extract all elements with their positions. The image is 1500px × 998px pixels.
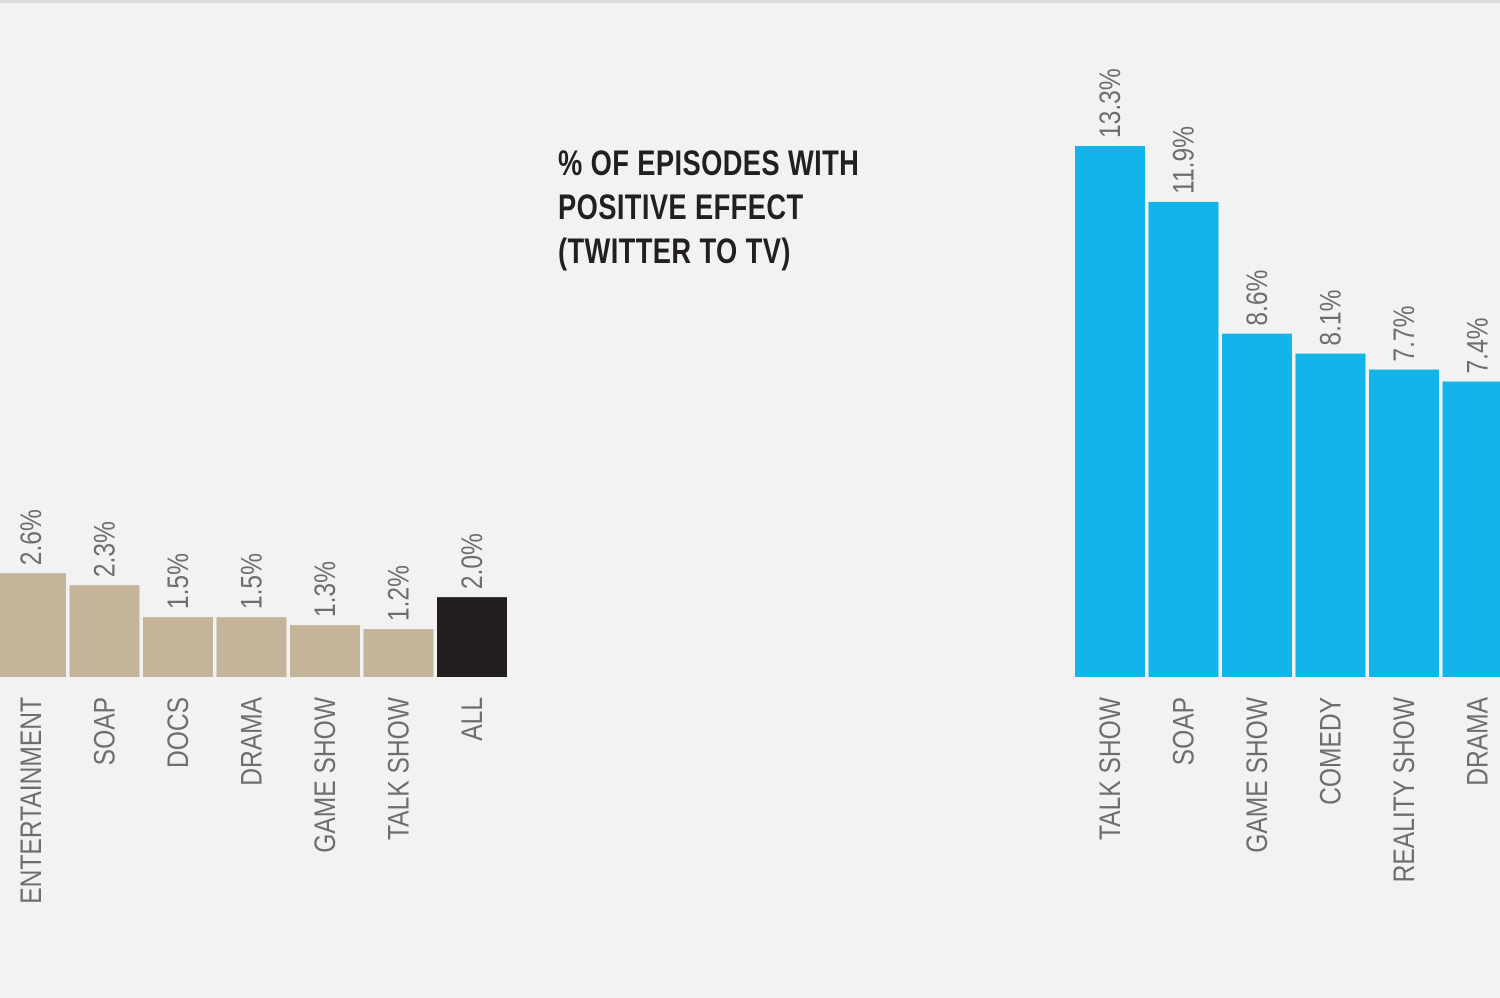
annotation-line-3: (TWITTER TO TV) bbox=[558, 232, 791, 271]
bar-1-5 bbox=[290, 625, 360, 677]
value-label-2-1: 13.3% bbox=[1093, 68, 1127, 138]
category-label-1-1: ENTERTAINMENT bbox=[14, 697, 48, 904]
value-label-2-2: 11.9% bbox=[1166, 126, 1200, 194]
value-label-1-7: 2.0% bbox=[455, 533, 489, 589]
category-label-1-6: TALK SHOW bbox=[381, 697, 415, 840]
bar-2-6 bbox=[1442, 381, 1500, 677]
category-label-2-2: SOAP bbox=[1166, 697, 1200, 765]
bar-1-3 bbox=[143, 617, 213, 677]
category-label-2-6: DRAMA bbox=[1460, 696, 1494, 785]
right-bar-chart: 13.3% TALK SHOW 11.9% SOAP 8.6% GAME SHOW 8.1%… bbox=[1075, 68, 1500, 882]
bar-2-4 bbox=[1295, 353, 1366, 677]
value-label-1-6: 1.2% bbox=[381, 565, 415, 621]
value-label-1-1: 2.6% bbox=[14, 509, 48, 565]
category-label-2-4: COMEDY bbox=[1313, 697, 1347, 805]
left-bar-chart: 2.6% ENTERTAINMENT 2.3% SOAP 1.5% DOCS 1.5% DRA… bbox=[0, 509, 507, 904]
bar-1-4 bbox=[216, 617, 287, 677]
top-border bbox=[0, 0, 1500, 3]
bar-2-3 bbox=[1222, 333, 1292, 677]
category-label-1-2: SOAP bbox=[87, 697, 121, 765]
annotation-line-1: % OF EPISODES WITH bbox=[558, 144, 860, 183]
bar-2-2 bbox=[1148, 201, 1219, 678]
category-label-1-5: GAME SHOW bbox=[308, 697, 342, 853]
value-label-2-6: 7.4% bbox=[1460, 317, 1494, 373]
bar-1-1 bbox=[0, 573, 66, 677]
category-label-2-5: REALITY SHOW bbox=[1387, 697, 1421, 882]
value-label-1-4: 1.5% bbox=[234, 553, 268, 609]
category-label-2-3: GAME SHOW bbox=[1240, 697, 1274, 853]
value-label-1-5: 1.3% bbox=[308, 561, 342, 617]
value-label-2-5: 7.7% bbox=[1387, 306, 1421, 362]
bar-1-7 bbox=[437, 597, 507, 677]
category-label-1-3: DOCS bbox=[161, 697, 195, 768]
bar-1-6 bbox=[363, 629, 434, 677]
annotation-line-2: POSITIVE EFFECT bbox=[558, 188, 804, 227]
value-label-2-4: 8.1% bbox=[1313, 290, 1347, 346]
bar-1-2 bbox=[69, 585, 140, 677]
category-label-2-1: TALK SHOW bbox=[1093, 697, 1127, 840]
bar-2-5 bbox=[1369, 369, 1439, 677]
value-label-2-3: 8.6% bbox=[1240, 270, 1274, 326]
category-label-1-7: ALL bbox=[455, 697, 489, 741]
category-label-1-4: DRAMA bbox=[234, 696, 268, 785]
chart-annotation: % OF EPISODES WITH POSITIVE EFFECT (TWIT… bbox=[558, 142, 859, 274]
bar-2-1 bbox=[1075, 146, 1145, 677]
value-label-1-2: 2.3% bbox=[87, 521, 121, 577]
value-label-1-3: 1.5% bbox=[161, 553, 195, 609]
